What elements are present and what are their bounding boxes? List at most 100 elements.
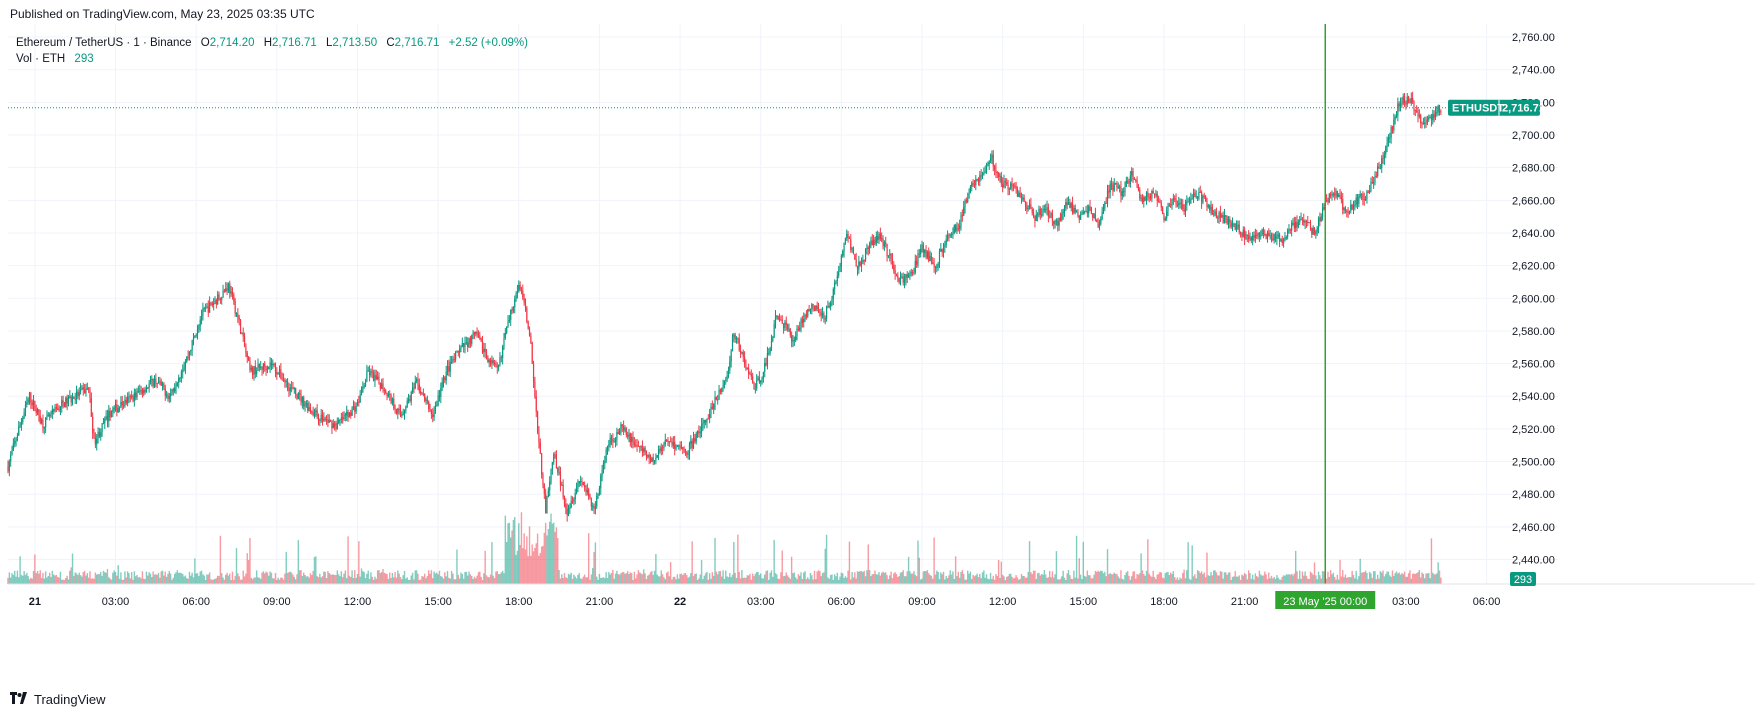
volume-bar bbox=[1247, 570, 1250, 584]
volume-bar bbox=[647, 575, 649, 584]
volume-bar bbox=[480, 576, 482, 584]
volume-bar bbox=[1280, 579, 1282, 584]
candle-body bbox=[532, 363, 535, 382]
candle-body bbox=[1351, 204, 1353, 210]
candle-body bbox=[1300, 219, 1302, 221]
candle-body bbox=[122, 405, 125, 407]
candle-body bbox=[1239, 232, 1242, 234]
candle-body bbox=[762, 371, 765, 378]
candle-body bbox=[948, 235, 950, 237]
volume-bar bbox=[1152, 570, 1154, 584]
candle-body bbox=[515, 293, 517, 299]
candle-body bbox=[1059, 217, 1062, 221]
volume-bar bbox=[837, 579, 840, 584]
volume-bar bbox=[1360, 572, 1363, 584]
volume-bar bbox=[284, 573, 286, 584]
candle-body bbox=[1326, 199, 1328, 201]
candle-body bbox=[584, 485, 586, 487]
candle-body bbox=[796, 328, 798, 337]
candle-body bbox=[417, 379, 419, 385]
volume-bar bbox=[1062, 570, 1064, 584]
candle-body bbox=[811, 304, 813, 309]
volume-bar bbox=[910, 573, 912, 584]
volume-bar bbox=[609, 574, 611, 584]
footer-brand[interactable]: TradingView bbox=[10, 691, 106, 707]
volume-bar bbox=[1126, 571, 1129, 584]
volume-bar bbox=[1374, 571, 1376, 584]
candle-body bbox=[128, 396, 130, 398]
volume-bar bbox=[561, 574, 563, 584]
volume-bar bbox=[148, 572, 150, 584]
candle-body bbox=[643, 448, 645, 452]
candle-body bbox=[1429, 117, 1431, 119]
volume-bar bbox=[880, 572, 883, 584]
candle-body bbox=[678, 445, 680, 447]
volume-bar bbox=[207, 574, 209, 584]
candle-body bbox=[124, 399, 126, 407]
volume-bar bbox=[976, 573, 978, 584]
volume-bar bbox=[1000, 561, 1003, 584]
candle-body bbox=[389, 393, 391, 395]
volume-bar bbox=[333, 574, 336, 584]
candle-body bbox=[260, 366, 262, 368]
candle-body bbox=[722, 385, 724, 389]
candle-body bbox=[1166, 211, 1168, 219]
candle-body bbox=[161, 383, 164, 386]
volume-bar bbox=[1307, 578, 1309, 584]
volume-bar bbox=[1413, 573, 1415, 584]
volume-bar bbox=[1261, 575, 1263, 584]
candle-body bbox=[196, 329, 199, 335]
volume-bar bbox=[339, 576, 341, 584]
volume-bar bbox=[1114, 573, 1117, 584]
candle-body bbox=[463, 343, 465, 347]
candle-body bbox=[545, 493, 547, 514]
candle-body bbox=[245, 346, 247, 354]
legend-symbol[interactable]: Ethereum / TetherUS · 1 · Binance bbox=[16, 37, 192, 49]
volume-bar bbox=[659, 576, 661, 584]
candle-body bbox=[813, 305, 816, 311]
volume-bar bbox=[906, 571, 908, 584]
volume-bar bbox=[1234, 571, 1236, 584]
volume-bar bbox=[1165, 572, 1168, 584]
candle-body bbox=[1168, 204, 1170, 206]
volume-bar bbox=[473, 576, 476, 584]
candle-body bbox=[683, 448, 685, 451]
volume-bar bbox=[268, 575, 270, 584]
legend-volume-label[interactable]: Vol · ETH bbox=[16, 53, 66, 65]
volume-bar bbox=[1015, 575, 1017, 584]
candle-body bbox=[321, 414, 324, 422]
volume-bar bbox=[902, 570, 904, 584]
volume-bar bbox=[575, 578, 578, 584]
candle-body bbox=[1377, 166, 1379, 176]
volume-bar bbox=[464, 571, 466, 584]
volume-bar bbox=[828, 578, 830, 584]
candle-body bbox=[1171, 199, 1173, 206]
volume-bar bbox=[290, 572, 293, 584]
candle-body bbox=[1104, 202, 1106, 209]
candle-body bbox=[651, 457, 653, 462]
volume-bar bbox=[156, 574, 158, 584]
volume-bar bbox=[1131, 576, 1133, 584]
candle-body bbox=[1281, 239, 1283, 244]
y-tick-label: 2,600.00 bbox=[1512, 293, 1555, 305]
candle-body bbox=[23, 412, 25, 418]
candle-body bbox=[1129, 175, 1131, 184]
volume-bar bbox=[757, 572, 759, 584]
volume-bar bbox=[754, 573, 757, 584]
candle-body bbox=[498, 364, 500, 368]
volume-bar bbox=[168, 571, 170, 584]
volume-bar bbox=[1381, 572, 1383, 584]
volume-bar bbox=[206, 574, 208, 584]
candle-body bbox=[945, 239, 947, 245]
volume-bar bbox=[1004, 579, 1007, 584]
volume-bar bbox=[871, 574, 873, 584]
candle-body bbox=[1331, 194, 1333, 196]
volume-bar bbox=[1338, 579, 1340, 584]
volume-bar bbox=[661, 574, 664, 584]
candle-body bbox=[1016, 189, 1019, 197]
candle-body bbox=[1143, 197, 1145, 202]
candle-body bbox=[674, 441, 676, 449]
candle-body bbox=[1421, 123, 1423, 125]
y-tick-label: 2,460.00 bbox=[1512, 522, 1555, 534]
